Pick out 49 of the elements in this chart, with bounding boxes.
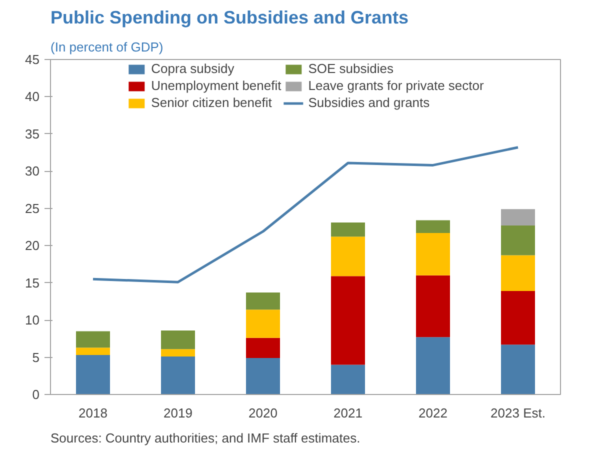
bar [501,344,535,394]
bar [501,226,535,256]
x-tick-label: 2018 [78,406,108,420]
bar [331,222,365,237]
bar [416,220,450,233]
y-tick-label: 40 [25,89,40,104]
bar [246,358,280,394]
y-tick-label: 25 [25,200,40,216]
legend-label: Leave grants for private sector [308,78,484,93]
bar [246,292,280,310]
x-tick-label: 2020 [248,406,278,420]
bar [416,275,450,338]
y-tick-label: 5 [32,350,40,365]
legend-label: Senior citizen benefit [151,95,272,110]
x-tick-label: 2019 [164,406,192,420]
y-tick-label: 10 [25,312,40,328]
bar [416,232,450,276]
legend-label: Copra subsidy [151,61,234,76]
bar [501,209,535,226]
bar [76,355,110,394]
legend-label: Subsidies and grants [308,95,430,110]
y-tick-label: 20 [25,238,40,254]
y-tick-label: 15 [25,275,40,290]
bar [246,338,280,358]
legend-label: SOE subsidies [308,61,394,76]
bar [331,276,365,365]
bar [161,356,195,394]
chart-title: Public Spending on Subsidies and Grants [50,8,409,28]
bar [246,310,280,338]
bar [161,349,195,357]
bar [501,291,535,345]
bar [76,331,110,348]
bar [331,236,365,276]
source-note: Sources: Country authorities; and IMF staff estimates. [50,430,360,446]
x-tick-label: 2021 [334,406,362,420]
bar [76,348,110,356]
y-tick-label: 0 [32,387,40,402]
bar [331,364,365,394]
legend-label: Unemployment benefit [151,78,282,93]
y-tick-label: 35 [25,126,40,142]
x-tick-label: 2023 Est. [490,406,546,420]
chart-subtitle: (In percent of GDP) [50,40,164,54]
y-tick-label: 30 [25,164,40,179]
x-tick-label: 2022 [418,406,448,420]
bar [501,255,535,292]
bar [416,337,450,394]
y-tick-label: 45 [25,52,40,67]
line-series [92,146,520,284]
bar [161,330,195,350]
